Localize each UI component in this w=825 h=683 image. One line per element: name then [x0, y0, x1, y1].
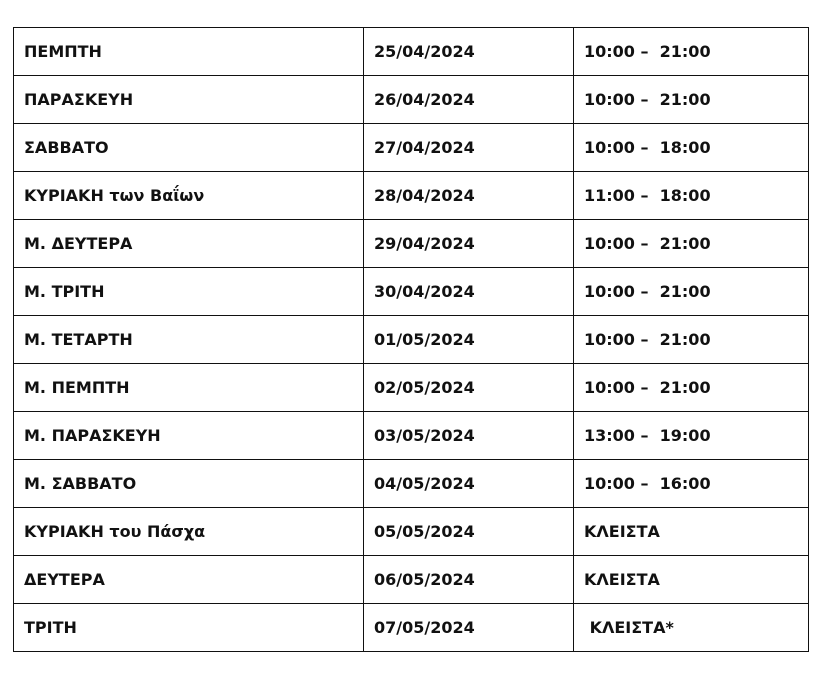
day-cell: Μ. ΠΕΜΠΤΗ — [13, 363, 364, 412]
day-cell: ΤΡΙΤΗ — [13, 603, 364, 652]
opening-hours-table: ΠΕΜΠΤΗ 25/04/2024 10:00 – 21:00 ΠΑΡΑΣΚΕΥΗ 26… — [13, 27, 809, 652]
hours-cell: 10:00 – 21:00 — [573, 75, 809, 124]
table-row: Μ. ΤΡΙΤΗ 30/04/2024 10:00 – 21:00 — [13, 267, 809, 316]
day-cell: ΚΥΡΙΑΚΗ των Βαΐων — [13, 171, 364, 220]
table-row: Μ. ΣΑΒΒΑΤΟ 04/05/2024 10:00 – 16:00 — [13, 459, 809, 508]
table-row: ΔΕΥΤΕΡΑ 06/05/2024 ΚΛΕΙΣΤΑ — [13, 555, 809, 604]
table-row: Μ. ΤΕΤΑΡΤΗ 01/05/2024 10:00 – 21:00 — [13, 315, 809, 364]
date-cell: 30/04/2024 — [363, 267, 574, 316]
hours-cell: 10:00 – 18:00 — [573, 123, 809, 172]
date-cell: 27/04/2024 — [363, 123, 574, 172]
table-row: ΠΑΡΑΣΚΕΥΗ 26/04/2024 10:00 – 21:00 — [13, 75, 809, 124]
table-row: Μ. ΔΕΥΤΕΡΑ 29/04/2024 10:00 – 21:00 — [13, 219, 809, 268]
date-cell: 02/05/2024 — [363, 363, 574, 412]
day-cell: ΣΑΒΒΑΤΟ — [13, 123, 364, 172]
table-row: Μ. ΠΑΡΑΣΚΕΥΗ 03/05/2024 13:00 – 19:00 — [13, 411, 809, 460]
hours-cell: 10:00 – 21:00 — [573, 219, 809, 268]
date-cell: 29/04/2024 — [363, 219, 574, 268]
date-cell: 06/05/2024 — [363, 555, 574, 604]
day-cell: ΠΑΡΑΣΚΕΥΗ — [13, 75, 364, 124]
table-row: ΠΕΜΠΤΗ 25/04/2024 10:00 – 21:00 — [13, 27, 809, 76]
hours-cell: 10:00 – 21:00 — [573, 267, 809, 316]
date-cell: 25/04/2024 — [363, 27, 574, 76]
date-cell: 04/05/2024 — [363, 459, 574, 508]
hours-cell: 10:00 – 21:00 — [573, 315, 809, 364]
hours-cell: ΚΛΕΙΣΤΑ* — [573, 603, 809, 652]
table-row: ΚΥΡΙΑΚΗ των Βαΐων 28/04/2024 11:00 – 18:00 — [13, 171, 809, 220]
day-cell: Μ. ΠΑΡΑΣΚΕΥΗ — [13, 411, 364, 460]
hours-cell: 11:00 – 18:00 — [573, 171, 809, 220]
date-cell: 03/05/2024 — [363, 411, 574, 460]
table-row: Μ. ΠΕΜΠΤΗ 02/05/2024 10:00 – 21:00 — [13, 363, 809, 412]
hours-cell: ΚΛΕΙΣΤΑ — [573, 507, 809, 556]
day-cell: Μ. ΤΡΙΤΗ — [13, 267, 364, 316]
date-cell: 28/04/2024 — [363, 171, 574, 220]
day-cell: Μ. ΣΑΒΒΑΤΟ — [13, 459, 364, 508]
date-cell: 07/05/2024 — [363, 603, 574, 652]
table-row: ΣΑΒΒΑΤΟ 27/04/2024 10:00 – 18:00 — [13, 123, 809, 172]
hours-cell: 10:00 – 21:00 — [573, 27, 809, 76]
hours-cell: ΚΛΕΙΣΤΑ — [573, 555, 809, 604]
hours-cell: 10:00 – 16:00 — [573, 459, 809, 508]
day-cell: ΚΥΡΙΑΚΗ του Πάσχα — [13, 507, 364, 556]
day-cell: ΠΕΜΠΤΗ — [13, 27, 364, 76]
day-cell: ΔΕΥΤΕΡΑ — [13, 555, 364, 604]
day-cell: Μ. ΔΕΥΤΕΡΑ — [13, 219, 364, 268]
date-cell: 26/04/2024 — [363, 75, 574, 124]
table-row: ΤΡΙΤΗ 07/05/2024 ΚΛΕΙΣΤΑ* — [13, 603, 809, 652]
hours-cell: 10:00 – 21:00 — [573, 363, 809, 412]
date-cell: 05/05/2024 — [363, 507, 574, 556]
day-cell: Μ. ΤΕΤΑΡΤΗ — [13, 315, 364, 364]
hours-cell: 13:00 – 19:00 — [573, 411, 809, 460]
table-row: ΚΥΡΙΑΚΗ του Πάσχα 05/05/2024 ΚΛΕΙΣΤΑ — [13, 507, 809, 556]
date-cell: 01/05/2024 — [363, 315, 574, 364]
